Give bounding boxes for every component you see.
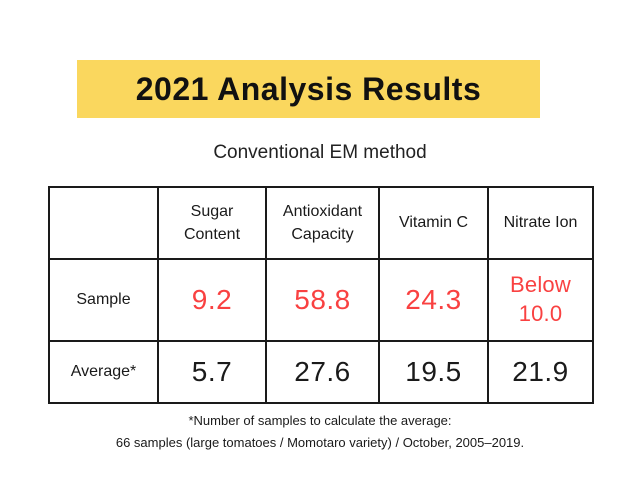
table-row-average: Average* 5.7 27.6 19.5 21.9 — [48, 340, 594, 404]
footnote-line-1: *Number of samples to calculate the aver… — [188, 413, 452, 428]
average-antioxidant-capacity-value: 27.6 — [265, 340, 380, 404]
sample-nitrate-ion-value: Below 10.0 — [487, 258, 594, 342]
sample-antioxidant-capacity-value: 58.8 — [265, 258, 380, 342]
footnote: *Number of samples to calculate the aver… — [0, 410, 640, 454]
slide-subtitle: Conventional EM method — [213, 142, 427, 163]
column-header-vitamin-c: Vitamin C — [378, 186, 489, 260]
title-banner: 2021 Analysis Results — [77, 60, 540, 118]
sample-sugar-content-value: 9.2 — [157, 258, 267, 342]
average-vitamin-c-value: 19.5 — [378, 340, 489, 404]
average-nitrate-ion-value: 21.9 — [487, 340, 594, 404]
column-header-nitrate-ion: Nitrate Ion — [487, 186, 594, 260]
table-header-row: Sugar Content Antioxidant Capacity Vitam… — [48, 186, 594, 260]
table-row-sample: Sample 9.2 58.8 24.3 Below 10.0 — [48, 258, 594, 342]
average-sugar-content-value: 5.7 — [157, 340, 267, 404]
column-header-antioxidant-capacity: Antioxidant Capacity — [265, 186, 380, 260]
column-header-blank — [48, 186, 159, 260]
slide-title: 2021 Analysis Results — [135, 70, 482, 107]
sample-vitamin-c-value: 24.3 — [378, 258, 489, 342]
row-label-average: Average* — [48, 340, 159, 404]
row-label-sample: Sample — [48, 258, 159, 342]
column-header-sugar-content: Sugar Content — [157, 186, 267, 260]
results-table: Sugar Content Antioxidant Capacity Vitam… — [48, 186, 594, 404]
footnote-line-2: 66 samples (large tomatoes / Momotaro va… — [115, 435, 525, 450]
